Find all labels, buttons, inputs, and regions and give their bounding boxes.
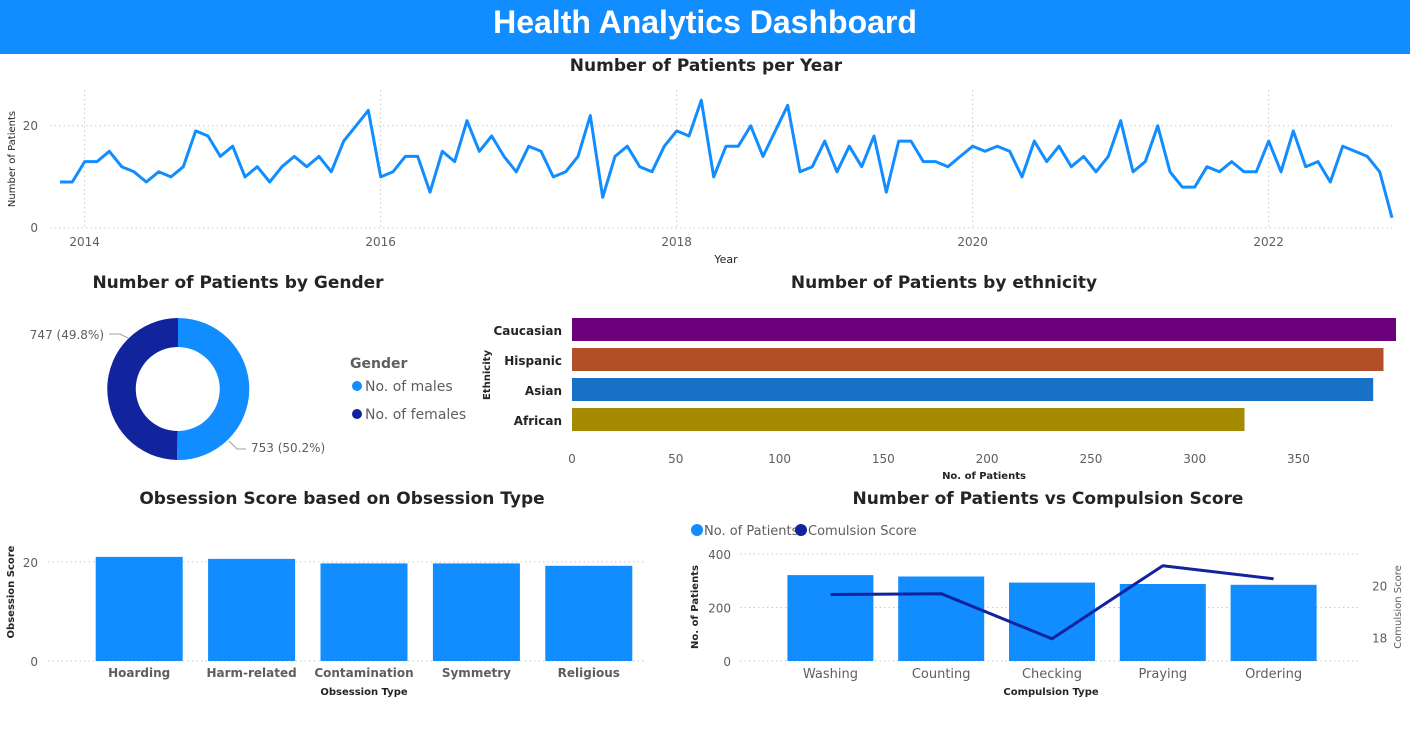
dashboard-header: Health Analytics Dashboard [0, 0, 1410, 54]
obsession-category-label: Hoarding [108, 666, 170, 680]
ethnicity-chart-title: Number of Patients by ethnicity [790, 273, 1098, 293]
legend-marker-icon [352, 409, 362, 419]
y2-tick-label: 18 [1372, 632, 1387, 646]
obsession-bar [432, 563, 520, 661]
x-tick-label: 0 [568, 452, 576, 466]
y-tick-label: 0 [723, 655, 731, 669]
ethnicity-category-label: Caucasian [493, 324, 562, 338]
obsession-bar [95, 556, 183, 661]
patients-bar [1119, 584, 1206, 661]
legend-marker-icon [352, 381, 362, 391]
gender-legend-title: Gender [350, 356, 407, 372]
female-slice-label: 747 (49.8%) [30, 328, 104, 342]
compulsion-category-label: Checking [1022, 667, 1082, 682]
obsession-bar [320, 563, 408, 661]
obsession-bar [208, 558, 296, 661]
gender-slice-males [177, 317, 250, 460]
x-axis-label: No. of Patients [942, 471, 1026, 482]
compulsion-category-label: Ordering [1245, 667, 1302, 682]
patients-bar [898, 576, 985, 661]
y-tick-label: 0 [30, 655, 38, 669]
ethnicity-category-label: Asian [525, 384, 562, 398]
y2-axis-label: Comulsion Score [1393, 565, 1404, 649]
ethnicity-bar [572, 318, 1396, 341]
x-tick-label: 2020 [957, 235, 988, 249]
y-axis-label: Obsession Score [6, 545, 17, 638]
x-tick-label: 150 [872, 452, 895, 466]
line-chart-title: Number of Patients per Year [569, 56, 843, 76]
x-axis-label: Compulsion Type [1003, 687, 1098, 698]
x-axis-label: Obsession Type [320, 687, 408, 698]
x-tick-label: 2014 [69, 235, 100, 249]
gender-slice-females [107, 318, 178, 460]
x-axis-label: Year [713, 253, 738, 266]
ethnicity-bar [572, 408, 1245, 431]
obsession-chart-title: Obsession Score based on Obsession Type [139, 489, 545, 509]
male-leader-line [228, 440, 246, 450]
patients-bar [1009, 582, 1095, 661]
y2-tick-label: 20 [1372, 579, 1387, 593]
y-tick-label: 0 [30, 221, 38, 235]
legend-marker-icon [795, 524, 807, 536]
obsession-category-label: Contamination [314, 666, 413, 680]
y-tick-label: 200 [708, 602, 731, 616]
x-tick-label: 2018 [661, 235, 692, 249]
ethnicity-category-label: Hispanic [504, 354, 562, 368]
x-tick-label: 250 [1079, 452, 1102, 466]
obsession-category-label: Harm-related [206, 666, 296, 680]
y-axis-label: No. of Patients [690, 565, 701, 649]
x-tick-label: 2016 [365, 235, 396, 249]
gender-legend-item: No. of males [365, 379, 453, 395]
y-axis-label: Number of Patients [7, 111, 18, 207]
female-leader-line [109, 333, 129, 339]
x-tick-label: 350 [1287, 452, 1310, 466]
obsession-category-label: Symmetry [442, 666, 511, 680]
combo-legend-item: Comulsion Score [808, 524, 917, 539]
x-tick-label: 300 [1183, 452, 1206, 466]
ethnicity-bar [572, 378, 1374, 401]
y-tick-label: 20 [23, 556, 38, 570]
y-tick-label: 400 [708, 548, 731, 562]
x-tick-label: 2022 [1253, 235, 1284, 249]
ethnicity-bar [572, 348, 1384, 371]
combo-legend-item: No. of Patients [704, 524, 799, 539]
obsession-bar [545, 565, 633, 661]
compulsion-category-label: Praying [1138, 667, 1187, 682]
male-slice-label: 753 (50.2%) [251, 441, 325, 455]
patients-bar [1230, 584, 1317, 661]
y-tick-label: 20 [23, 119, 38, 133]
compulsion-category-label: Counting [912, 667, 971, 682]
compulsion-category-label: Washing [803, 667, 858, 682]
ethnicity-category-label: African [514, 414, 562, 428]
compulsion-score-line [830, 564, 1274, 641]
gender-legend-item: No. of females [365, 407, 466, 423]
x-tick-label: 200 [976, 452, 999, 466]
patients-bar [787, 575, 874, 661]
y-axis-label: Ethnicity [482, 350, 493, 400]
dashboard-title: Health Analytics Dashboard [493, 4, 917, 40]
x-tick-label: 100 [768, 452, 791, 466]
obsession-category-label: Religious [558, 666, 620, 680]
legend-marker-icon [691, 524, 703, 536]
gender-chart-title: Number of Patients by Gender [92, 273, 384, 293]
x-tick-label: 50 [668, 452, 683, 466]
patients-line-series [60, 98, 1394, 219]
compulsion-chart-title: Number of Patients vs Compulsion Score [852, 489, 1244, 509]
